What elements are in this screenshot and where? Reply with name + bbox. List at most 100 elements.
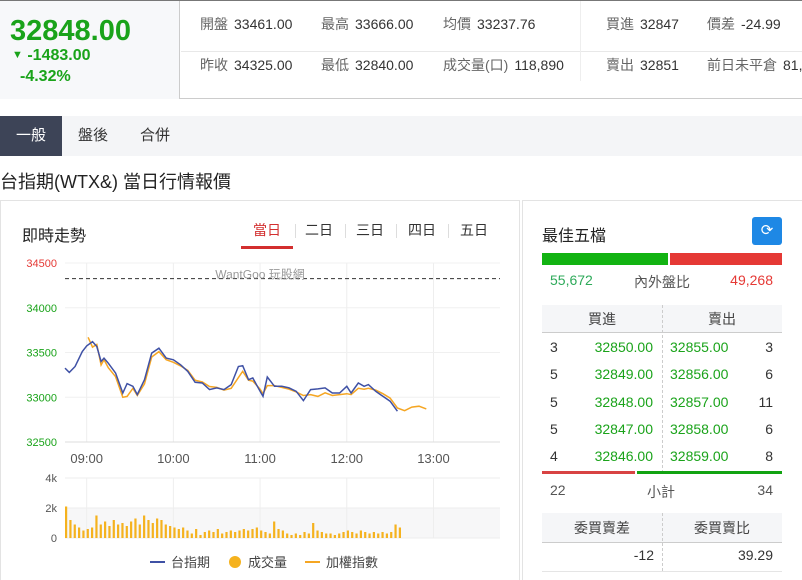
volume-bar <box>99 524 102 538</box>
bid-price[interactable]: 32846.00 <box>594 448 653 465</box>
change-value: -1483.00 <box>27 47 91 64</box>
tab-combined[interactable]: 合併 <box>139 127 170 144</box>
volume-bar <box>134 518 137 538</box>
volume-bar <box>117 524 120 538</box>
volume-bar <box>377 533 380 538</box>
volume-bar <box>82 530 85 538</box>
field-label: 均價 <box>443 16 471 32</box>
order-book-panel <box>522 200 802 580</box>
volume-bar <box>164 524 167 538</box>
volume-bar <box>333 535 336 538</box>
field-value: 118,890 <box>514 57 564 73</box>
ask-price[interactable]: 32855.00 <box>670 339 729 355</box>
tab-day-1[interactable]: 當日 <box>253 222 281 238</box>
quote-field: 最高 33666.00 <box>321 14 413 34</box>
quote-field: 價差 -24.99 <box>707 14 781 34</box>
inner-volume: 55,672 <box>550 272 593 288</box>
refresh-button[interactable]: ⟳ <box>752 217 782 245</box>
quote-field: 開盤 33461.00 <box>200 14 292 34</box>
tab-day-2[interactable]: 二日 <box>305 222 333 238</box>
field-value: 33237.76 <box>477 16 536 32</box>
ask-price[interactable]: 32856.00 <box>670 366 729 383</box>
volume-bar <box>242 529 245 538</box>
volume-bar <box>329 533 332 538</box>
field-label: 最低 <box>321 57 349 73</box>
futures-line <box>64 340 399 412</box>
bid-price[interactable]: 32850.00 <box>594 339 653 355</box>
volume-bar <box>346 530 349 538</box>
volume-bar <box>281 530 284 538</box>
field-label: 前日未平倉 <box>707 57 777 73</box>
legend-volume-label: 成交量 <box>248 555 287 570</box>
volume-bar <box>238 530 241 538</box>
ask-price[interactable]: 32858.00 <box>670 420 729 437</box>
ask-price[interactable]: 32857.00 <box>670 393 729 410</box>
divider <box>662 513 663 571</box>
price-box: 32848.00 ▼ -1483.00 -4.32% <box>0 1 180 99</box>
active-tab-underline <box>241 246 293 249</box>
volume-bar <box>173 527 176 538</box>
divider <box>580 1 581 81</box>
volume-bar <box>199 535 202 538</box>
y-tick-label: 32500 <box>26 437 57 449</box>
x-tick-label: 13:00 <box>417 451 450 466</box>
volume-bar <box>121 523 124 538</box>
tab-after-hours[interactable]: 盤後 <box>77 127 108 144</box>
volume-bar <box>368 533 371 538</box>
field-value: -24.99 <box>741 16 781 32</box>
tab-day-4[interactable]: 四日 <box>408 222 436 238</box>
x-tick-label: 09:00 <box>70 451 103 466</box>
volume-bar <box>385 533 388 538</box>
volume-bar <box>316 530 319 538</box>
volume-tick-label: 4k <box>45 473 57 485</box>
volume-bar <box>130 521 133 538</box>
volume-bar <box>398 527 401 538</box>
volume-bar <box>338 533 341 538</box>
volume-bar <box>221 533 224 538</box>
volume-bar <box>69 520 72 538</box>
ask-price[interactable]: 32859.00 <box>670 448 729 465</box>
volume-bar <box>372 532 375 538</box>
tab-bar: 一般 盤後 合併 <box>0 116 802 156</box>
ratio-label: 內外盤比 <box>634 274 690 290</box>
volume-bar <box>355 533 358 538</box>
bid-price[interactable]: 32847.00 <box>594 420 653 437</box>
bid-price[interactable]: 32849.00 <box>594 366 653 383</box>
volume-bar <box>151 523 154 538</box>
volume-bar <box>147 520 150 538</box>
last-price: 32848.00 <box>10 15 131 47</box>
change-percent: -4.32% <box>20 68 71 85</box>
volume-bar <box>268 533 271 538</box>
tab-general[interactable]: 一般 <box>0 116 62 156</box>
bid-price[interactable]: 32848.00 <box>594 393 653 410</box>
x-tick-label: 11:00 <box>244 451 276 466</box>
volume-bar <box>212 532 215 538</box>
ask-total-bar <box>636 471 782 474</box>
volume-bar <box>290 535 293 538</box>
chart-title: 即時走勢 <box>22 228 87 245</box>
bid-ask-ratio: 39.29 <box>737 547 773 563</box>
tab-day-5[interactable]: 五日 <box>460 222 488 238</box>
page-title: 台指期(WTX&) 當日行情報價 <box>0 172 231 192</box>
divider <box>345 224 346 238</box>
volume-bar <box>381 532 384 538</box>
x-tick-label: 10:00 <box>157 451 190 466</box>
volume-bar <box>190 533 193 538</box>
volume-bar <box>260 530 263 538</box>
bid-qty: 3 <box>550 339 558 355</box>
tab-day-3[interactable]: 三日 <box>356 222 384 238</box>
volume-bar <box>203 532 206 538</box>
bid-total-bar <box>542 471 635 474</box>
volume-bar <box>359 530 362 538</box>
volume-bar <box>351 532 354 538</box>
inner-bar <box>542 253 669 265</box>
volume-bar <box>320 532 323 538</box>
bid-qty: 4 <box>550 448 558 465</box>
volume-bar <box>86 529 89 538</box>
volume-bar <box>169 526 172 538</box>
legend-index-label: 加權指數 <box>326 555 378 570</box>
inner-outer-ratio-bar <box>542 253 782 265</box>
volume-bar <box>186 530 189 538</box>
volume-bar <box>390 532 393 538</box>
volume-bar <box>255 527 258 538</box>
